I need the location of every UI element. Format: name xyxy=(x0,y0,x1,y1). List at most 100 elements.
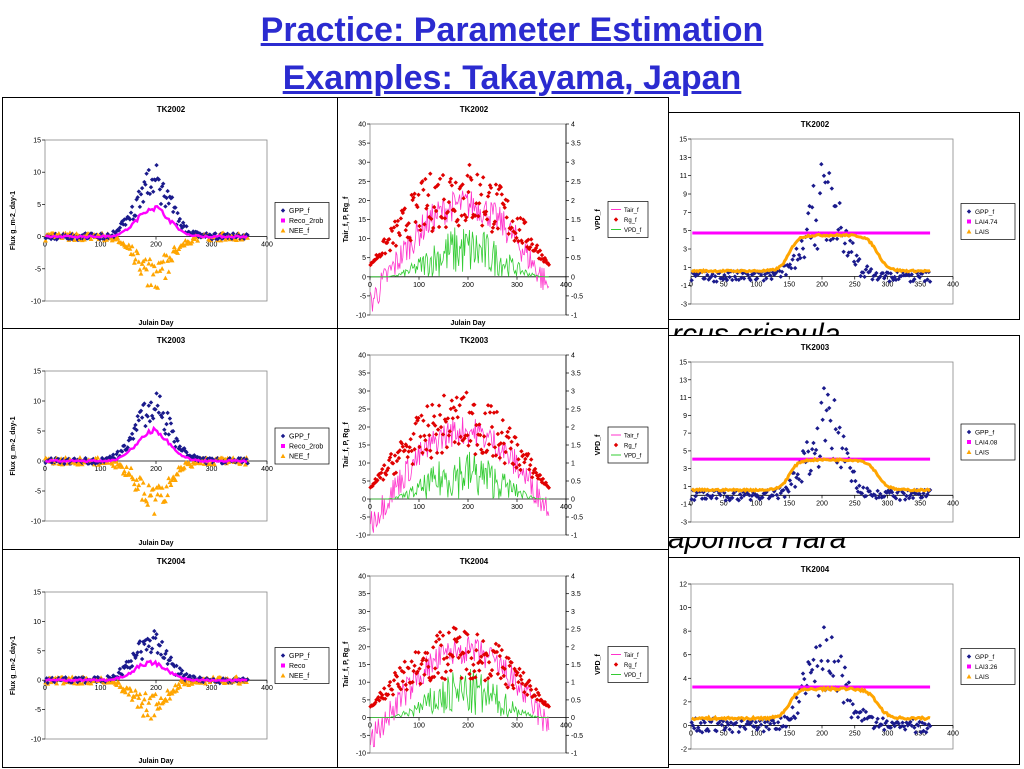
legend-marker xyxy=(966,654,972,659)
gpp-point xyxy=(157,187,163,192)
y2-tick-label: 3.5 xyxy=(571,371,581,378)
gpp-point xyxy=(875,488,880,494)
gpp-point xyxy=(165,410,170,416)
gpp-point xyxy=(175,438,180,443)
nee-point xyxy=(189,239,195,244)
rg-point xyxy=(462,436,467,441)
rg-point xyxy=(521,452,526,458)
rg-point xyxy=(514,672,519,678)
nee-point xyxy=(105,460,111,465)
gpp-point xyxy=(66,456,72,462)
gpp-point xyxy=(854,253,859,258)
gpp-point xyxy=(838,465,844,470)
gpp-point xyxy=(123,663,128,668)
y-tick-label: 13 xyxy=(679,377,687,384)
nee-point xyxy=(129,697,135,702)
legend-marker xyxy=(967,664,971,669)
x-tick-label: 300 xyxy=(206,242,218,249)
rg-point xyxy=(429,216,434,222)
rg-point xyxy=(453,408,458,413)
gpp-point xyxy=(131,217,136,222)
gpp-point xyxy=(854,485,859,491)
rg-point xyxy=(446,433,452,438)
gpp-point xyxy=(142,179,147,185)
gpp-point xyxy=(129,431,135,437)
y-tick-label: 5 xyxy=(37,429,41,436)
gpp-point xyxy=(808,468,814,473)
x-tick-label: 350 xyxy=(914,282,926,289)
y2-axis-label: VPD_f xyxy=(595,654,602,675)
nee-point xyxy=(143,690,148,696)
rg-point xyxy=(411,431,416,437)
gpp-point xyxy=(806,449,811,454)
rg-point xyxy=(521,217,526,222)
rg-point xyxy=(421,187,426,193)
rg-point xyxy=(442,216,448,221)
nee-point xyxy=(173,477,178,482)
gpp-point xyxy=(148,400,154,405)
x-tick-label: 200 xyxy=(816,282,828,289)
legend-label: Tair_f xyxy=(624,208,639,214)
nee-point xyxy=(159,266,165,271)
gpp-point xyxy=(47,233,53,238)
slide-title-line1: Practice: Parameter Estimation xyxy=(260,11,764,49)
rg-point xyxy=(416,415,421,421)
gpp-point xyxy=(143,423,148,429)
legend-label: GPP_f xyxy=(289,653,310,660)
legend-label: LAI4.74 xyxy=(975,219,998,226)
rg-point xyxy=(506,435,511,440)
rg-point xyxy=(452,208,457,214)
rg-point xyxy=(495,431,501,437)
gpp-point xyxy=(141,199,146,205)
gpp-point xyxy=(816,464,821,470)
chart-title: TK2002 xyxy=(801,120,830,129)
y-tick-label: 9 xyxy=(683,192,687,199)
rg-point xyxy=(470,411,475,416)
rg-point xyxy=(449,398,455,403)
rg-point xyxy=(490,453,496,459)
rg-point xyxy=(418,434,423,439)
rg-point xyxy=(446,199,452,205)
gpp-point xyxy=(743,726,748,732)
rg-point xyxy=(411,195,416,200)
rg-point xyxy=(430,402,435,408)
gpp-point xyxy=(792,484,798,490)
nee-point xyxy=(158,695,164,700)
nee-point xyxy=(146,261,152,266)
rg-point xyxy=(497,653,503,659)
rg-point xyxy=(387,679,393,685)
y-tick-label: -3 xyxy=(681,520,687,527)
gpp-point xyxy=(139,656,145,662)
gpp-point xyxy=(139,185,145,191)
rg-point xyxy=(529,687,534,692)
rg-point xyxy=(471,662,476,667)
nee-point xyxy=(184,681,189,686)
rg-point xyxy=(513,230,518,236)
rg-point xyxy=(478,432,483,438)
legend-label: NEE_f xyxy=(289,228,309,235)
rg-point xyxy=(519,677,524,682)
gpp-point xyxy=(875,716,880,721)
gpp-point xyxy=(847,465,853,471)
nee-point xyxy=(72,237,77,242)
rg-point xyxy=(425,650,430,656)
y-tick-label: 40 xyxy=(358,574,366,581)
rg-point xyxy=(409,659,414,664)
rg-point xyxy=(502,205,507,210)
nee-point xyxy=(140,713,146,718)
gpp-point xyxy=(709,274,714,279)
x-axis-label: Julain Day xyxy=(450,320,485,327)
nee-point xyxy=(234,674,239,679)
rg-point xyxy=(535,476,541,481)
gpp-point xyxy=(832,659,837,664)
gpp-point xyxy=(146,167,151,173)
gpp-point xyxy=(830,673,836,679)
nee-point xyxy=(156,700,162,705)
rg-point xyxy=(495,671,501,677)
rg-point xyxy=(390,692,396,697)
rg-point xyxy=(465,433,470,438)
rg-point xyxy=(425,203,430,208)
nee-point xyxy=(177,684,183,689)
gpp-point xyxy=(796,699,802,704)
x-tick-label: 350 xyxy=(914,500,926,507)
